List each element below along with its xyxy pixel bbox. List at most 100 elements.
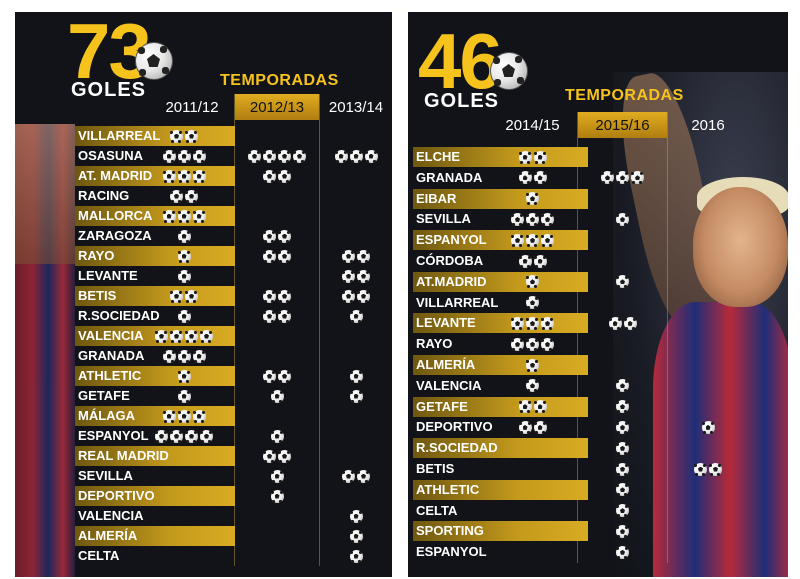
soccer-ball-icon bbox=[278, 229, 291, 243]
goal-cell bbox=[320, 426, 392, 446]
team-name: BETIS bbox=[78, 288, 117, 303]
season-header: 2014/15 bbox=[505, 116, 560, 134]
goal-cell bbox=[578, 293, 667, 313]
soccer-ball-icon bbox=[155, 329, 168, 343]
team-name: GRANADA bbox=[416, 169, 483, 185]
goal-cell bbox=[668, 355, 748, 375]
goal-cell bbox=[142, 206, 226, 226]
team-name: GETAFE bbox=[416, 398, 468, 414]
table-row: BETIS bbox=[75, 286, 392, 306]
soccer-ball-icon bbox=[270, 389, 284, 403]
soccer-ball-icon bbox=[200, 329, 213, 343]
soccer-ball-icon bbox=[616, 524, 629, 538]
soccer-ball-icon bbox=[185, 289, 198, 303]
team-name: LEVANTE bbox=[416, 315, 476, 331]
season-header: 2016 bbox=[691, 116, 725, 134]
table-row: R.SOCIEDAD bbox=[413, 438, 748, 459]
player-photo-right bbox=[613, 72, 788, 577]
goal-cell bbox=[142, 306, 226, 326]
team-name: ESPANYOL bbox=[416, 544, 487, 560]
team-name: VALENCIA bbox=[78, 508, 144, 523]
goal-cell bbox=[235, 246, 319, 266]
soccer-ball-icon bbox=[192, 409, 206, 423]
goal-cell bbox=[320, 126, 392, 146]
row-highlight-bar bbox=[75, 486, 235, 506]
goal-cell bbox=[235, 426, 319, 446]
soccer-ball-icon bbox=[511, 337, 524, 351]
soccer-ball-icon bbox=[533, 254, 547, 268]
soccer-ball-icon bbox=[177, 149, 191, 163]
goal-cell bbox=[320, 306, 392, 326]
goal-cell bbox=[320, 346, 392, 366]
soccer-ball-icon bbox=[263, 249, 276, 263]
row-highlight-bar bbox=[413, 355, 588, 375]
table-row: EIBAR bbox=[413, 188, 748, 209]
goal-cell bbox=[142, 546, 226, 566]
team-name: CELTA bbox=[78, 548, 120, 563]
left-panel: 73 GOLES TEMPORADAS 2011/12 2012/13 2013/1… bbox=[15, 12, 392, 577]
goal-cell bbox=[488, 417, 577, 437]
team-name: RACING bbox=[78, 188, 130, 203]
soccer-ball-icon bbox=[349, 369, 363, 383]
table-row: ESPANYOL bbox=[75, 426, 392, 446]
goal-cell bbox=[488, 147, 577, 167]
soccer-ball-icon bbox=[170, 429, 183, 443]
team-name: GETAFE bbox=[78, 388, 130, 403]
soccer-ball-icon bbox=[616, 483, 629, 497]
table-row: GETAFE bbox=[75, 386, 392, 406]
soccer-ball-icon bbox=[533, 150, 547, 164]
soccer-ball-icon bbox=[616, 504, 629, 518]
goal-cell bbox=[668, 272, 748, 292]
row-highlight-bar bbox=[413, 188, 588, 209]
table-row: MALLORCA bbox=[75, 206, 392, 226]
soccer-ball-icon bbox=[278, 289, 291, 303]
goal-cell bbox=[235, 506, 319, 526]
soccer-ball-icon bbox=[526, 316, 539, 330]
soccer-ball-icon bbox=[263, 169, 276, 183]
table-row: GRANADA bbox=[75, 346, 392, 366]
goal-cell bbox=[320, 526, 392, 546]
goal-cell bbox=[578, 521, 667, 541]
soccer-ball-icon bbox=[177, 229, 191, 243]
goal-cell bbox=[235, 406, 319, 426]
soccer-ball-icon bbox=[162, 209, 176, 223]
table-row: REAL MADRID bbox=[75, 446, 392, 466]
goal-cell bbox=[235, 546, 319, 566]
soccer-ball-icon bbox=[518, 400, 532, 414]
soccer-ball-icon bbox=[616, 400, 629, 414]
table-row: GRANADA bbox=[413, 168, 748, 188]
goal-cell bbox=[142, 466, 226, 486]
column-divider bbox=[577, 112, 578, 563]
soccer-ball-icon bbox=[526, 296, 539, 310]
goal-cell bbox=[142, 506, 226, 526]
soccer-ball-icon bbox=[185, 189, 198, 203]
table-row: OSASUNA bbox=[75, 146, 392, 166]
goal-cell bbox=[320, 146, 392, 166]
soccer-ball-icon bbox=[616, 462, 629, 476]
goal-cell bbox=[668, 376, 748, 396]
team-name: DEPORTIVO bbox=[78, 488, 155, 503]
team-name: ZARAGOZA bbox=[78, 228, 152, 243]
team-name: GRANADA bbox=[78, 348, 145, 363]
goal-cell bbox=[320, 366, 392, 386]
soccer-ball-icon bbox=[701, 420, 715, 434]
soccer-ball-icon bbox=[533, 171, 547, 185]
soccer-ball-icon bbox=[518, 150, 532, 164]
row-highlight-bar bbox=[413, 438, 588, 459]
team-name: BETIS bbox=[416, 461, 455, 476]
soccer-ball-icon bbox=[342, 469, 355, 483]
goal-cell bbox=[488, 397, 577, 417]
table-row: ELCHE bbox=[413, 147, 748, 167]
goal-cell bbox=[668, 313, 748, 333]
goal-cell bbox=[578, 376, 667, 396]
goal-cell bbox=[668, 168, 748, 188]
goal-cell bbox=[320, 406, 392, 426]
table-row: GETAFE bbox=[413, 396, 748, 417]
goal-cell bbox=[668, 209, 748, 229]
goal-cell bbox=[578, 438, 667, 458]
soccer-ball-icon bbox=[526, 337, 539, 351]
goles-label: GOLES bbox=[71, 79, 147, 101]
soccer-ball-icon bbox=[170, 289, 183, 303]
table-row: LEVANTE bbox=[75, 266, 392, 286]
soccer-ball-icon bbox=[192, 149, 206, 163]
